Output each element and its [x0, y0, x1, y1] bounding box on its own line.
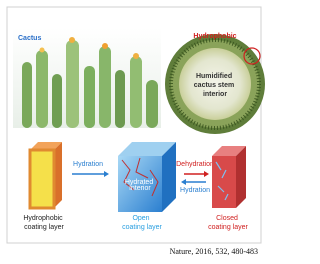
text-line: Humidified — [196, 73, 232, 80]
text-line: Hydrophobic — [23, 215, 63, 222]
figure: Cactus Hydrophobic Humidified cactus ste… — [0, 0, 268, 264]
text-line: Closed — [216, 215, 238, 222]
text-line: coating layer — [122, 224, 162, 231]
closed-block — [212, 146, 246, 208]
text-line: Open — [132, 215, 149, 222]
arrow-label: Hydration — [73, 161, 103, 168]
hydrophobic-block — [30, 142, 62, 208]
text-line: cactus stem — [194, 82, 234, 89]
citation: Nature, 2016, 532, 480-483 — [170, 247, 258, 256]
edge-label: Hydrophobic — [193, 33, 236, 40]
arrow-label: Dehydration — [176, 161, 214, 168]
open-block — [118, 142, 176, 212]
inner-label: Hydrated interior — [125, 179, 155, 192]
arrow-label: Hydration — [180, 187, 210, 194]
text-line: coating layer — [24, 224, 64, 231]
text-line: interior — [203, 91, 227, 98]
photo-label: Cactus — [18, 35, 41, 42]
text-line: interior — [129, 185, 151, 192]
text-line: coating layer — [208, 224, 248, 231]
cactus-photo — [13, 28, 161, 128]
